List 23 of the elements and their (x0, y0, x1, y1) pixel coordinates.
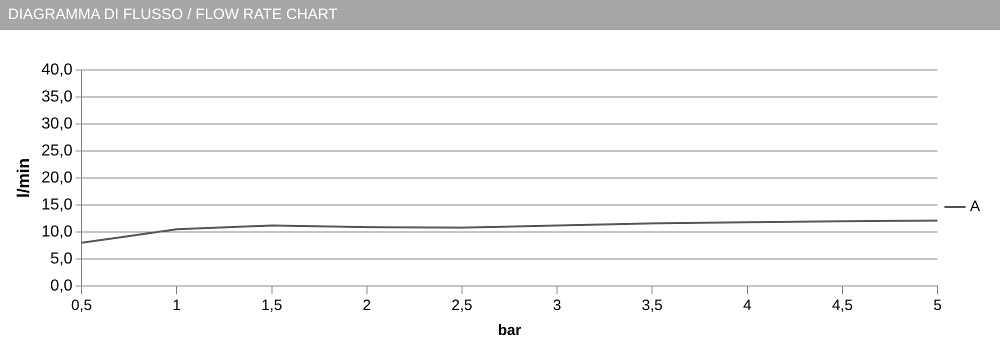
y-tick-label: 30,0 (41, 115, 73, 132)
x-tick-label: 5 (933, 297, 942, 314)
x-tick-label: 1 (172, 297, 181, 314)
x-tick-label: 3,5 (642, 297, 663, 314)
y-axis-title: l/min (14, 158, 33, 198)
y-tick-label: 20,0 (41, 169, 73, 186)
legend-label: A (970, 198, 980, 216)
y-tick-label: 40,0 (41, 61, 73, 78)
y-tick-label: 35,0 (41, 88, 73, 106)
y-tick-label: 10,0 (41, 223, 73, 240)
x-axis-title: bar (498, 322, 522, 340)
chart-title: DIAGRAMMA DI FLUSSO / FLOW RATE CHART (0, 0, 1000, 30)
x-tick-label: 3 (552, 297, 562, 314)
x-tick-label: 4 (743, 297, 752, 314)
y-tick-label: 0,0 (50, 277, 73, 294)
x-tick-label: 4,5 (832, 297, 853, 314)
x-tick-label: 0,5 (71, 297, 92, 314)
y-tick-label: 15,0 (41, 196, 73, 214)
x-tick-label: 1,5 (261, 297, 282, 314)
x-tick-label: 2 (362, 297, 372, 314)
y-tick-label: 5,0 (50, 250, 73, 268)
y-tick-label: 25,0 (41, 142, 73, 160)
x-tick-label: 2,5 (452, 297, 472, 314)
